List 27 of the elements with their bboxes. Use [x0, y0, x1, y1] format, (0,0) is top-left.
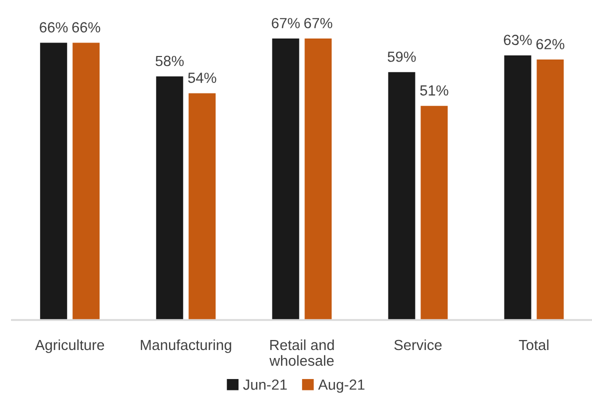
bar: [155, 76, 184, 320]
x-tick-label: Manufacturing: [140, 339, 232, 354]
bar: [72, 42, 100, 320]
bar: [536, 58, 565, 320]
data-label: 58%: [156, 56, 184, 66]
bar: [271, 38, 300, 320]
data-label: 67%: [304, 18, 332, 28]
data-label: 63%: [504, 34, 532, 46]
x-tick-label: Total: [518, 339, 548, 350]
data-label: 66%: [72, 22, 100, 32]
bar: [39, 42, 68, 320]
x-tick-label: Retail and wholesale: [269, 339, 334, 366]
x-tick-label: Service: [394, 339, 442, 350]
bar: [304, 38, 333, 320]
x-tick-label: Agriculture: [35, 339, 104, 354]
data-label: 67%: [272, 18, 300, 28]
bar: [503, 54, 532, 320]
legend-label: Aug-21: [318, 380, 364, 393]
data-label: 59%: [388, 52, 416, 62]
data-label: 51%: [420, 85, 448, 96]
data-label: 66%: [40, 22, 68, 32]
bar: [420, 104, 449, 320]
bar: [387, 71, 416, 320]
data-label: 54%: [188, 72, 216, 83]
legend-label: Jun-21: [243, 380, 287, 390]
data-label: 62%: [536, 38, 564, 50]
bar: [188, 92, 216, 320]
